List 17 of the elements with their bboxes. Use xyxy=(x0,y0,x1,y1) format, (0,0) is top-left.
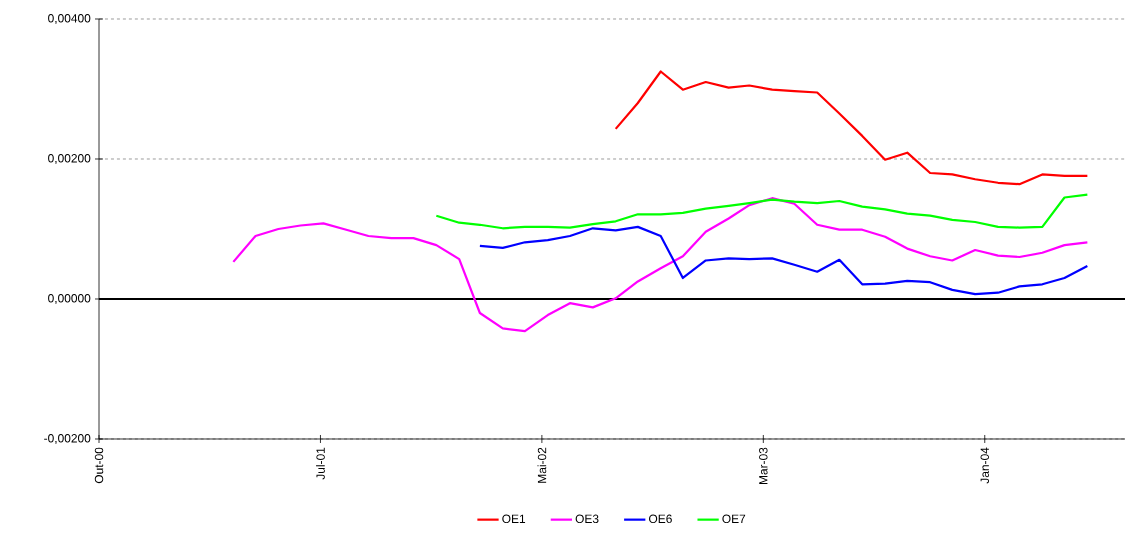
legend-label: OE6 xyxy=(649,514,672,524)
x-tick-label: Jul-01 xyxy=(316,447,325,480)
y-tick-label: 0,00400 xyxy=(48,14,91,24)
y-tick-label: 0,00200 xyxy=(48,154,91,164)
line-series xyxy=(232,197,1089,333)
legend-label: OE7 xyxy=(722,514,746,524)
y-tick-label: -0,00200 xyxy=(44,434,91,444)
legend-label: OE1 xyxy=(502,514,526,524)
legend-label: OE3 xyxy=(575,514,599,524)
line-series xyxy=(478,225,1089,296)
x-tick-label: Mai-02 xyxy=(537,447,547,483)
line-series xyxy=(614,70,1089,186)
y-tick-label: 0,00000 xyxy=(48,294,91,304)
x-tick-label: Out-00 xyxy=(94,447,104,484)
line-series xyxy=(435,193,1089,230)
x-tick-label: Mar-03 xyxy=(759,447,768,485)
x-tick-label: Jan-04 xyxy=(980,447,989,484)
